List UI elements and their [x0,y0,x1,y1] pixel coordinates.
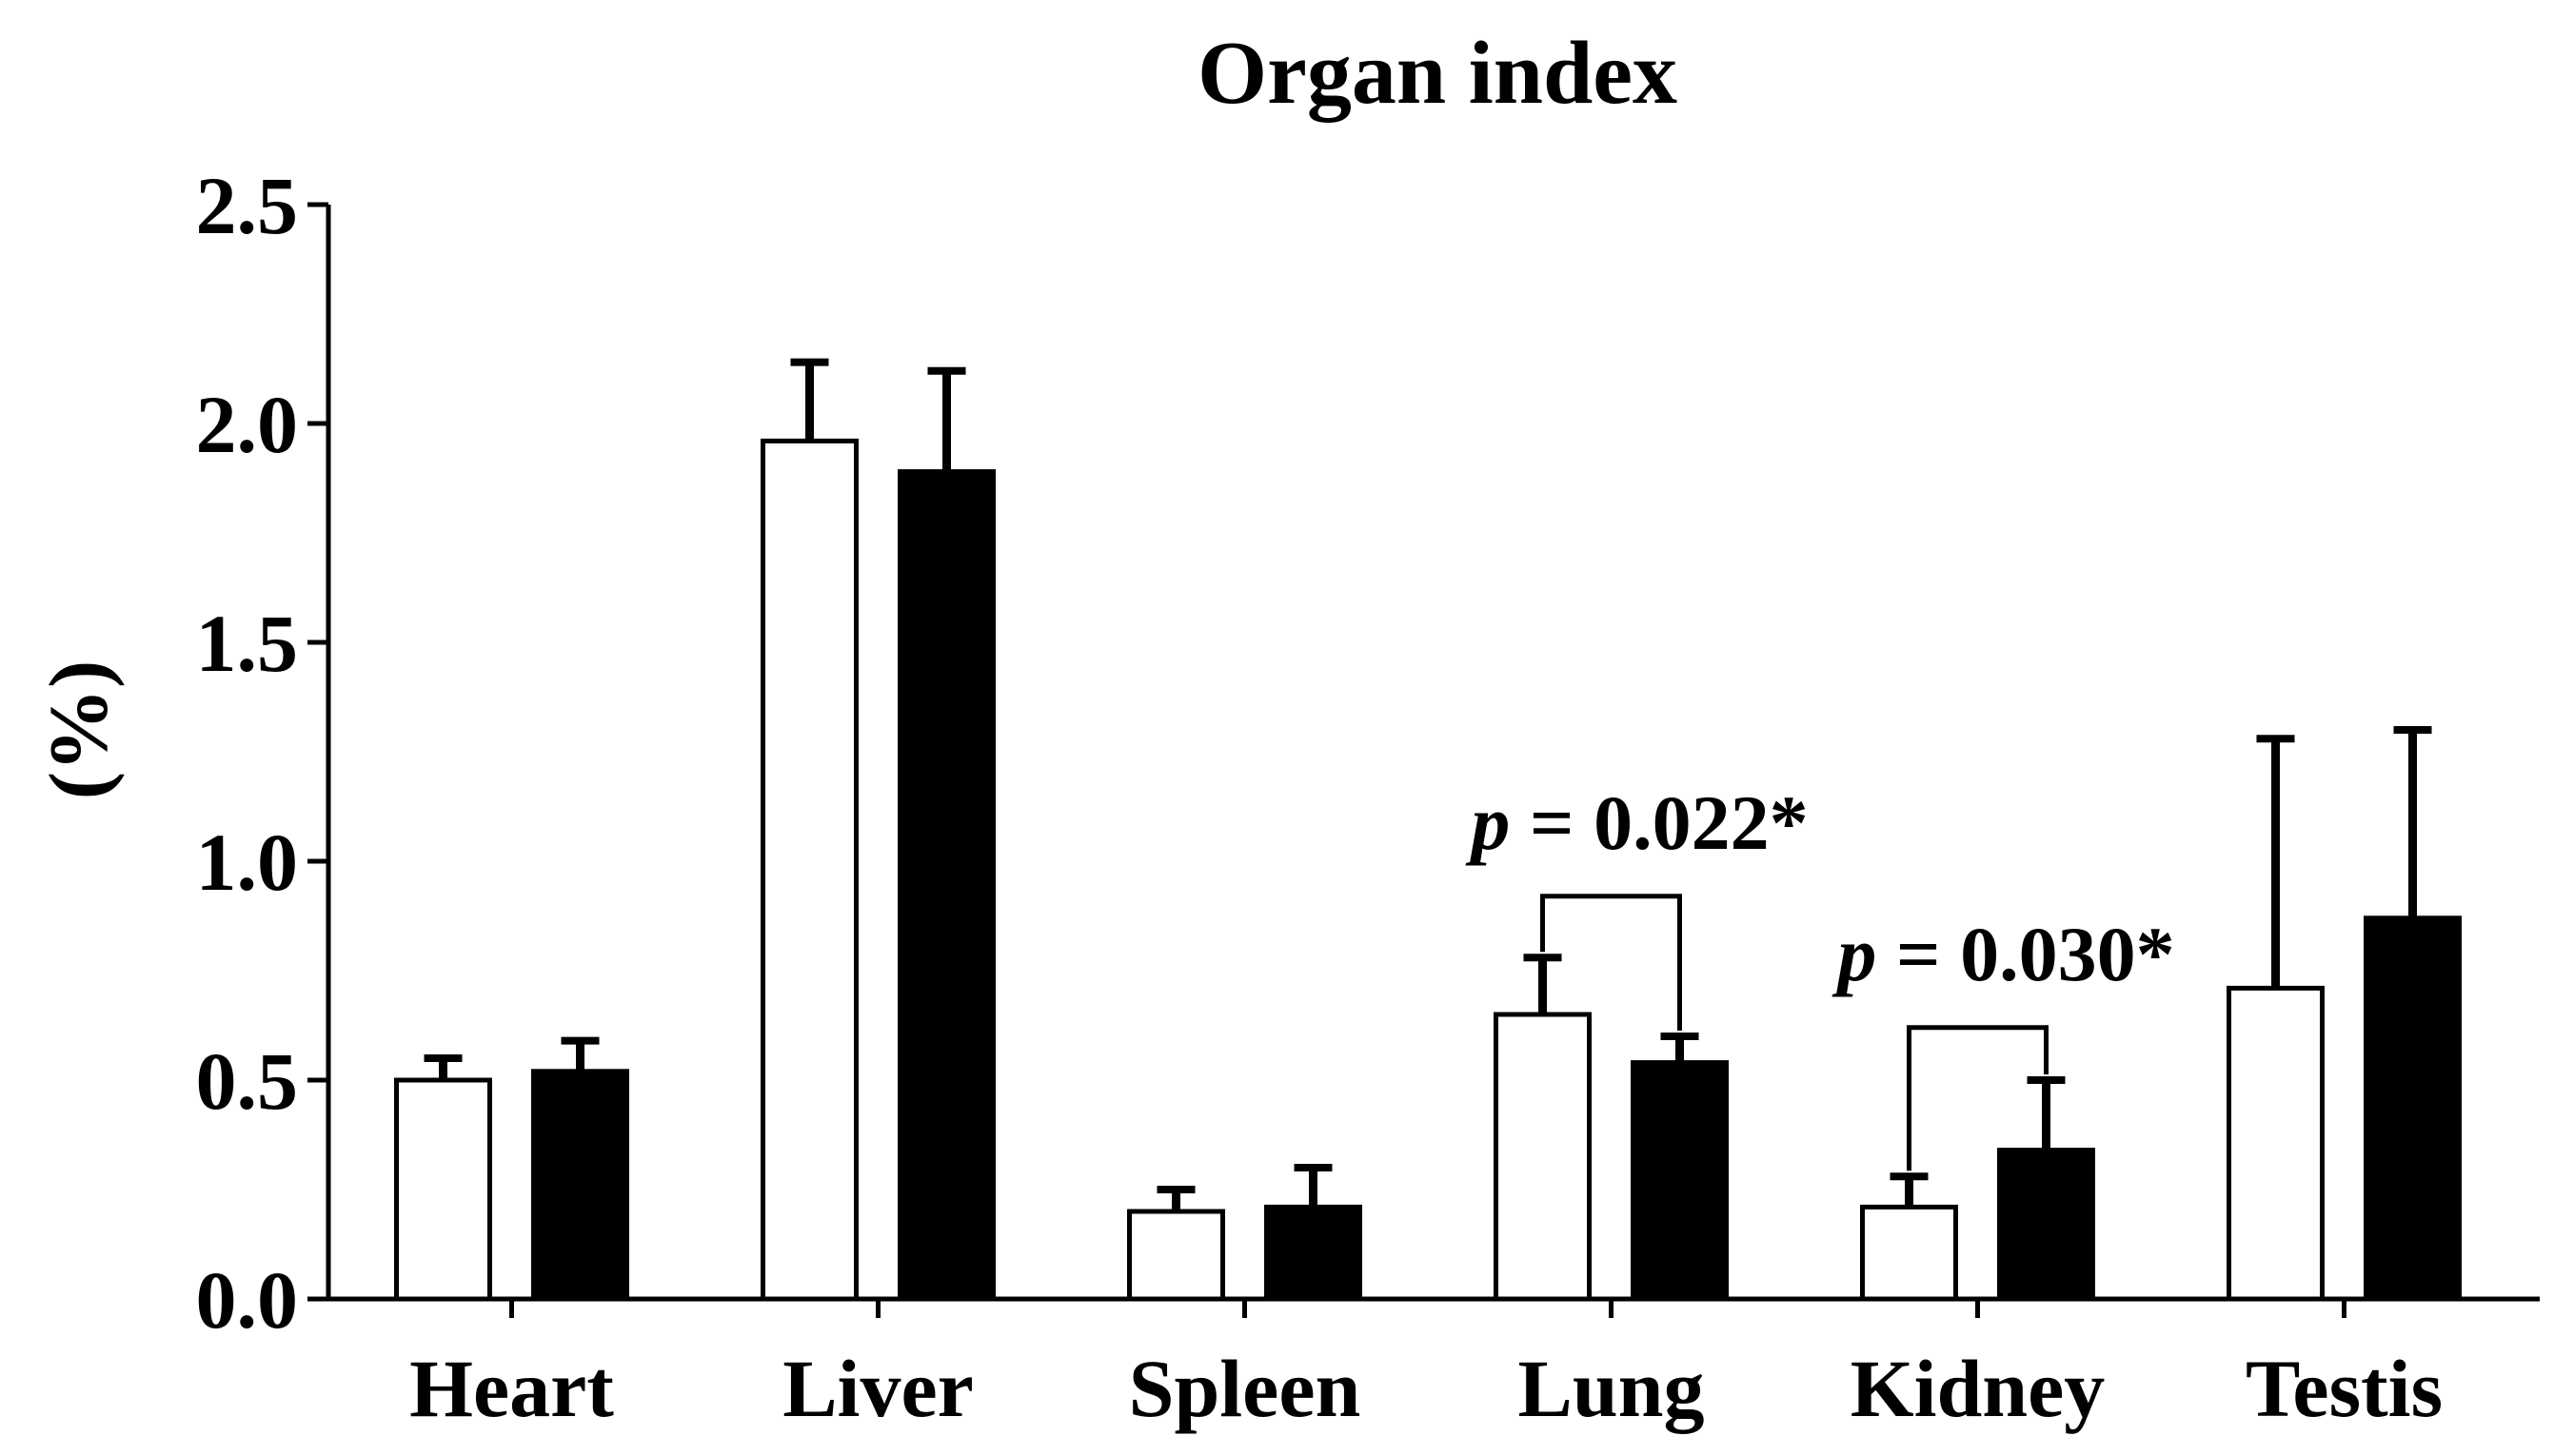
y-tick-label: 2.0 [196,379,299,470]
significance-bracket [1540,894,1682,1031]
bar-filled-spleen [1264,1204,1362,1302]
significance-bracket [1907,1025,2049,1171]
p-value-text: = 0.022* [1510,779,1808,866]
p-symbol: p [1831,911,1876,997]
bar-filled-liver [898,469,996,1302]
chart-title: Organ index [1198,24,1677,123]
y-tick-label: 1.0 [196,817,299,908]
x-tick-label: Kidney [1851,1343,2106,1434]
bar-open-lung [1494,1012,1592,1302]
y-tick-label: 2.5 [196,160,299,251]
y-axis-label: (%) [33,660,126,800]
y-tick-label: 1.5 [196,598,299,689]
bar-filled-heart [531,1069,629,1302]
x-tick-label: Heart [409,1343,614,1434]
p-value-label: p = 0.022* [1465,779,1808,866]
y-tick-label: 0.0 [196,1254,299,1346]
x-tick-label: Lung [1517,1343,1704,1434]
bar-open-liver [761,438,859,1302]
p-value-text: = 0.030* [1876,911,2174,997]
p-symbol: p [1465,779,1510,866]
y-tick-label: 0.5 [196,1035,299,1127]
bar-open-testis [2227,985,2325,1302]
bar-filled-lung [1631,1060,1729,1302]
bar-filled-testis [2364,915,2462,1302]
bar-open-kidney [1860,1204,1958,1302]
p-value-label: p = 0.030* [1831,911,2174,997]
significance-annotations: p = 0.022*p = 0.030* [1465,779,2175,1171]
axes: 0.0 0.5 1.0 1.5 2.0 2.5 Heart Liver Spleen Lung Ki… [196,160,2540,1434]
bar-open-spleen [1127,1209,1225,1302]
bar-open-heart [394,1077,492,1302]
error-bars [424,358,2432,1211]
x-tick-label: Testis [2246,1343,2443,1434]
x-tick-label: Liver [782,1343,974,1434]
bars [394,438,2462,1302]
bar-filled-kidney [1997,1148,2095,1302]
x-tick-label: Spleen [1129,1343,1361,1434]
